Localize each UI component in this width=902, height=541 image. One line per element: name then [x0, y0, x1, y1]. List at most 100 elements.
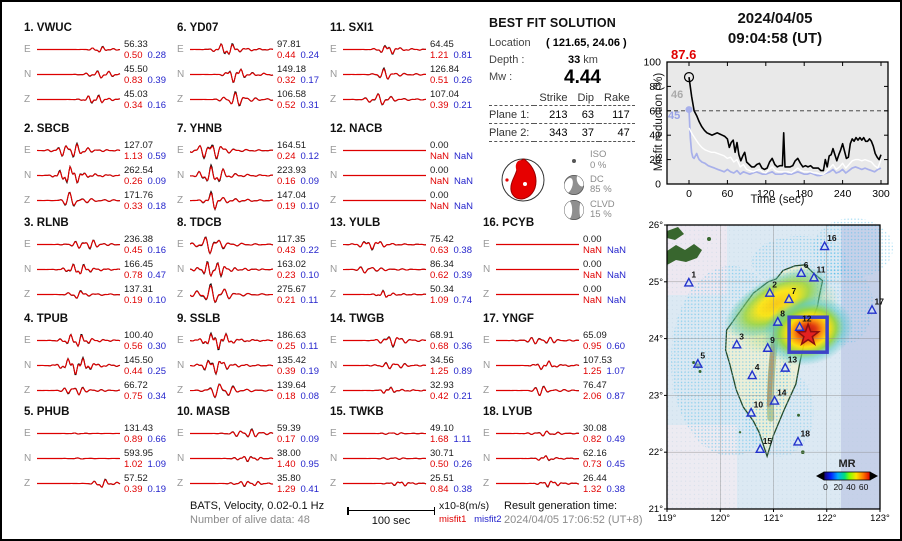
channel-label: Z — [24, 94, 31, 105]
channel-row-N: N 62.16 0.73 0.45 — [483, 446, 635, 471]
channel-label: Z — [24, 289, 31, 300]
misfit1-value: 0.39 — [124, 483, 143, 495]
misfit2-value: 0.66 — [147, 433, 167, 445]
amplitude-value: 106.58 — [277, 88, 307, 100]
channel-values: 38.00 1.40 0.95 — [277, 448, 319, 470]
svg-text:60: 60 — [722, 188, 734, 200]
amplitude-value: 275.67 — [277, 283, 307, 295]
waveform-plot — [37, 263, 121, 275]
mw-value: 4.44 — [564, 67, 601, 88]
amplitude-value: 64.45 — [430, 38, 454, 50]
waveform-plot — [190, 359, 274, 376]
amplitude-value: 59.39 — [277, 422, 301, 434]
misfit2-value: 0.41 — [300, 483, 320, 495]
misfit2-value: NaN — [607, 294, 627, 306]
channel-label: N — [177, 69, 185, 80]
amplitude-value: 262.54 — [124, 164, 154, 176]
channel-row-Z: Z 76.47 2.06 0.87 — [483, 378, 635, 403]
station-triangle-icon — [745, 407, 757, 417]
channel-values: 0.00 NaN NaN — [583, 234, 626, 256]
station-header: 13. YULB — [330, 217, 381, 229]
channel-row-Z: Z 50.34 1.09 0.74 — [330, 282, 482, 307]
misfit2-value: 0.08 — [300, 390, 320, 402]
col-strike: Strike — [539, 92, 568, 104]
channel-values: 100.40 0.56 0.30 — [124, 330, 166, 352]
misfit2-value: 0.28 — [147, 49, 167, 61]
channel-row-Z: Z 0.00 NaN NaN — [330, 188, 482, 213]
colorbar-tick: 20 — [833, 482, 843, 492]
station-header: 3. RLNB — [24, 217, 69, 229]
channel-values: 59.39 0.17 0.09 — [277, 423, 319, 445]
waveform-plot — [37, 457, 121, 460]
station-number-label: 6 — [804, 260, 809, 270]
misfit2-value: 0.11 — [300, 340, 319, 352]
channel-values: 135.42 0.39 0.19 — [277, 355, 319, 377]
channel-row-Z: Z 171.76 0.33 0.18 — [24, 188, 176, 213]
misfit1-value: 1.25 — [430, 365, 449, 377]
misfit2-value: 0.34 — [147, 390, 167, 402]
station-number-label: 9 — [770, 335, 775, 345]
channel-values: 76.47 2.06 0.87 — [583, 380, 625, 402]
misfit1-value: 0.26 — [124, 175, 143, 187]
misfit2-value: 0.39 — [147, 74, 167, 86]
misfit1-value: 1.09 — [430, 294, 449, 306]
channel-values: 0.00 NaN NaN — [430, 140, 473, 162]
amplitude-value: 26.44 — [583, 472, 607, 484]
station-header: 2. SBCB — [24, 123, 70, 135]
channel-row-Z: Z 147.04 0.19 0.10 — [177, 188, 329, 213]
misfit2-value: 0.21 — [453, 390, 473, 402]
mw-label: Mw : — [489, 71, 513, 83]
channel-label: N — [24, 69, 32, 80]
channel-label: Z — [330, 385, 337, 396]
channel-label: Z — [330, 94, 337, 105]
svg-text:100: 100 — [643, 57, 661, 69]
amplitude-value: 57.52 — [124, 472, 148, 484]
lat-label: 21° — [649, 504, 664, 515]
waveform-plot — [343, 457, 427, 460]
misfit1-value: 1.40 — [277, 458, 296, 470]
misfit1-value: 0.62 — [430, 269, 449, 281]
amplitude-value: 68.91 — [430, 329, 454, 341]
channel-label: N — [24, 453, 32, 464]
channel-label: N — [483, 360, 491, 371]
misfit2-value: 0.87 — [606, 390, 626, 402]
channel-row-N: N 163.02 0.23 0.10 — [177, 257, 329, 282]
misfit2-value: 0.59 — [147, 150, 167, 162]
channel-label: N — [177, 453, 185, 464]
station-triangle-icon — [762, 342, 773, 352]
channel-row-Z: Z 137.31 0.19 0.10 — [24, 282, 176, 307]
station-header: 9. SSLB — [177, 313, 221, 325]
channel-label: E — [24, 428, 31, 439]
waveform-plot — [37, 478, 121, 488]
amplitude-value: 0.00 — [430, 139, 449, 151]
channel-values: 137.31 0.19 0.10 — [124, 284, 166, 306]
channel-row-Z: Z 107.04 0.39 0.21 — [330, 87, 482, 112]
channel-label: E — [330, 335, 337, 346]
station-header: 12. NACB — [330, 123, 383, 135]
plane2-row: Plane 2: 343 37 47 — [489, 124, 635, 142]
channel-row-E: E 64.45 1.21 0.81 — [330, 37, 482, 62]
channel-values: 0.00 NaN NaN — [430, 165, 473, 187]
amplitude-value: 25.51 — [430, 472, 454, 484]
station-triangle-icon — [808, 271, 820, 282]
misfit2-value: 0.47 — [147, 269, 167, 281]
misfit2-value: 0.24 — [300, 49, 320, 61]
channel-values: 34.56 1.25 0.89 — [430, 355, 472, 377]
misfit1-value: 0.21 — [277, 294, 296, 306]
station-NACB: 12. NACB E 0.00 NaN NaN N 0.00 NaN NaN Z 0.00 NaN Na… — [330, 123, 482, 213]
station-number-label: 15 — [763, 436, 773, 446]
station-header: 5. PHUB — [24, 406, 70, 418]
misfit2-value: 0.39 — [453, 269, 473, 281]
channel-label: E — [177, 239, 184, 250]
waveform-plot — [496, 293, 579, 296]
waveform-plot — [190, 144, 274, 160]
station-SXI1: 11. SXI1 E 64.45 1.21 0.81 N 126.84 0.51 0.26 Z 10… — [330, 22, 482, 112]
station-number-label: 16 — [827, 233, 837, 243]
dc-row: DC 85 % — [563, 174, 615, 196]
waveform-plot — [343, 266, 427, 274]
misfit1-value: NaN — [430, 200, 450, 212]
svg-text:240: 240 — [834, 188, 852, 200]
misfit2-value: 0.38 — [606, 483, 626, 495]
misfit1-value: 0.50 — [124, 49, 143, 61]
